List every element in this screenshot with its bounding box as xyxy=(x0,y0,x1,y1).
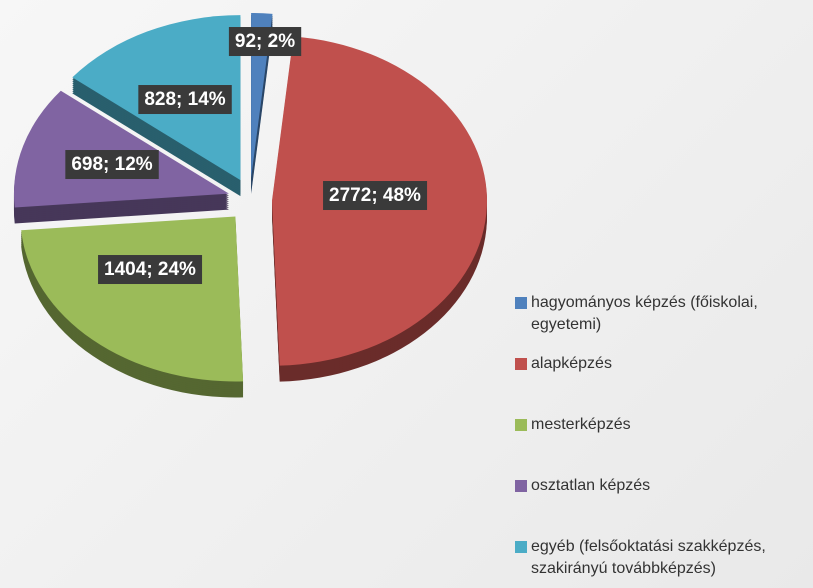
legend-swatch xyxy=(515,358,527,370)
data-label-box xyxy=(65,150,159,180)
legend-label: egyéb (felsőoktatási szakképzés, szakirá… xyxy=(531,538,766,577)
legend-label: alapképzés xyxy=(531,355,612,372)
legend-swatch xyxy=(515,419,527,431)
legend-swatch xyxy=(515,480,527,492)
legend-item: hagyományos képzés (főiskolai, egyetemi) xyxy=(515,292,813,353)
data-label-box xyxy=(98,255,203,285)
data-label: 2772; 48% xyxy=(329,185,421,206)
legend-label: osztatlan képzés xyxy=(531,477,651,494)
data-label: 1404; 24% xyxy=(104,259,196,280)
data-label: 92; 2% xyxy=(235,31,295,52)
legend-label: mesterképzés xyxy=(531,416,631,433)
legend-item: osztatlan képzés xyxy=(515,475,813,536)
legend-item: mesterképzés xyxy=(515,414,813,475)
slice xyxy=(21,216,244,382)
data-label: 828; 14% xyxy=(144,89,225,110)
data-label-box xyxy=(138,85,232,115)
legend-item: egyéb (felsőoktatási szakképzés, szakirá… xyxy=(515,536,813,588)
legend-item: alapképzés xyxy=(515,353,813,414)
legend: hagyományos képzés (főiskolai, egyetemi)… xyxy=(515,292,813,588)
data-label: 698; 12% xyxy=(71,154,152,175)
data-label-box xyxy=(323,181,428,211)
legend-swatch xyxy=(515,297,527,309)
legend-swatch xyxy=(515,541,527,553)
legend-label: hagyományos képzés (főiskolai, egyetemi) xyxy=(531,294,758,333)
data-label-box xyxy=(228,27,302,57)
